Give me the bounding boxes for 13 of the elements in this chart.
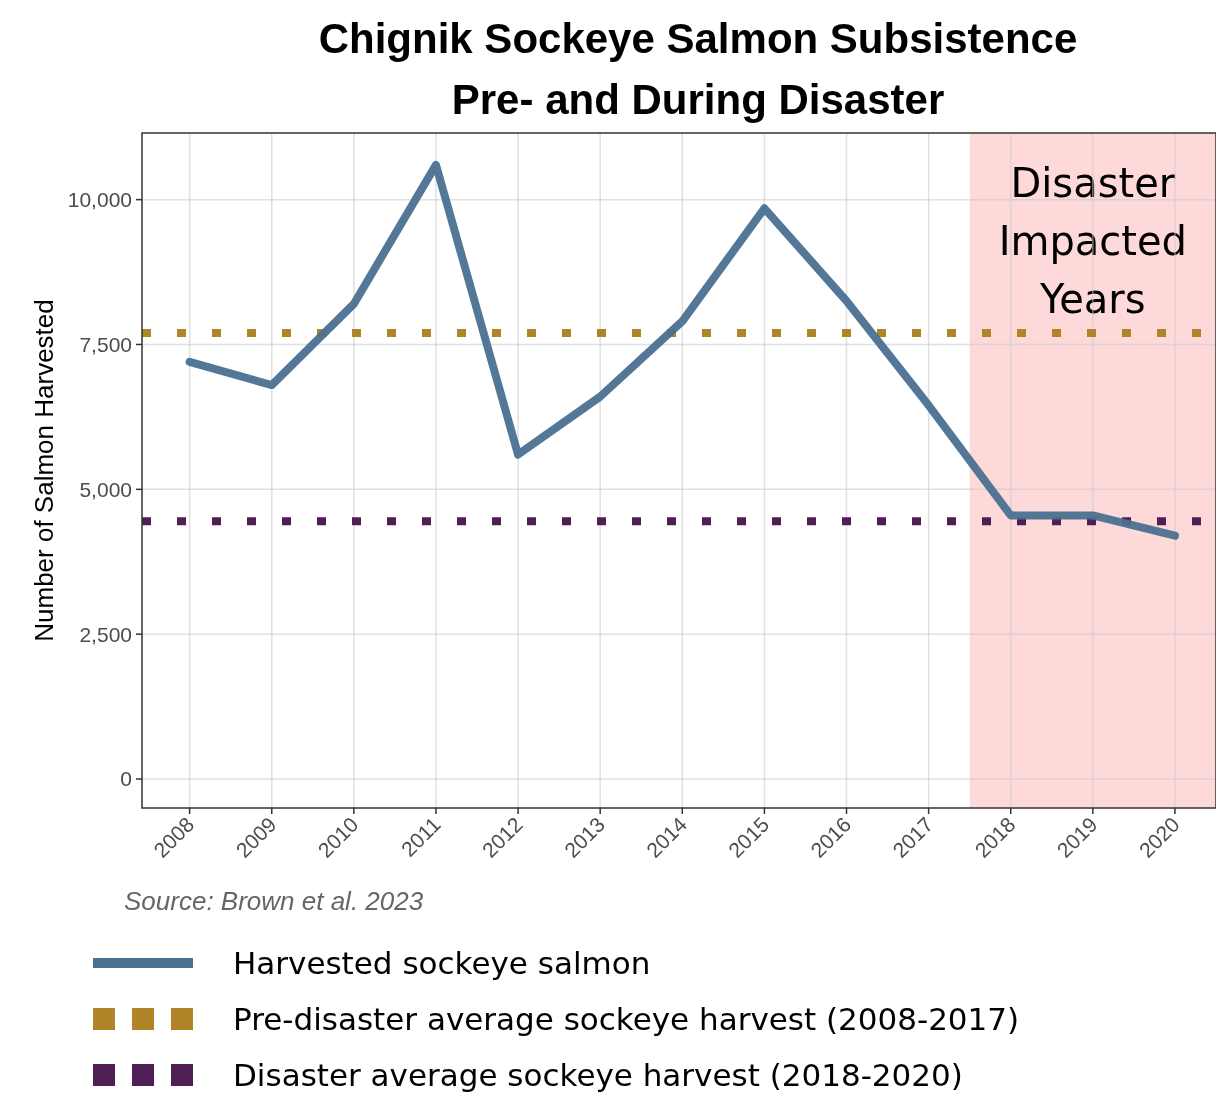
band-label: Disaster Impacted Years <box>998 160 1188 322</box>
y-tick-label: 10,000 <box>67 187 132 211</box>
chart-title: Chignik Sockeye Salmon Subsistence <box>318 15 1078 62</box>
legend-label: Disaster average sockeye harvest (2018-2020) <box>233 1056 963 1093</box>
y-tick-label: 5,000 <box>79 477 132 501</box>
y-tick-label: 0 <box>120 767 132 791</box>
legend-label: Pre-disaster average sockeye harvest (2008-2017) <box>233 1000 1020 1037</box>
source-note: Source: Brown et al. 2023 <box>124 886 424 916</box>
y-axis-title: Number of Salmon Harvested <box>29 299 59 642</box>
y-tick-label: 7,500 <box>79 332 132 356</box>
legend-label: Harvested sockeye salmon <box>233 944 651 981</box>
y-tick-label: 2,500 <box>79 622 132 646</box>
chart-subtitle: Pre- and During Disaster <box>451 76 945 123</box>
